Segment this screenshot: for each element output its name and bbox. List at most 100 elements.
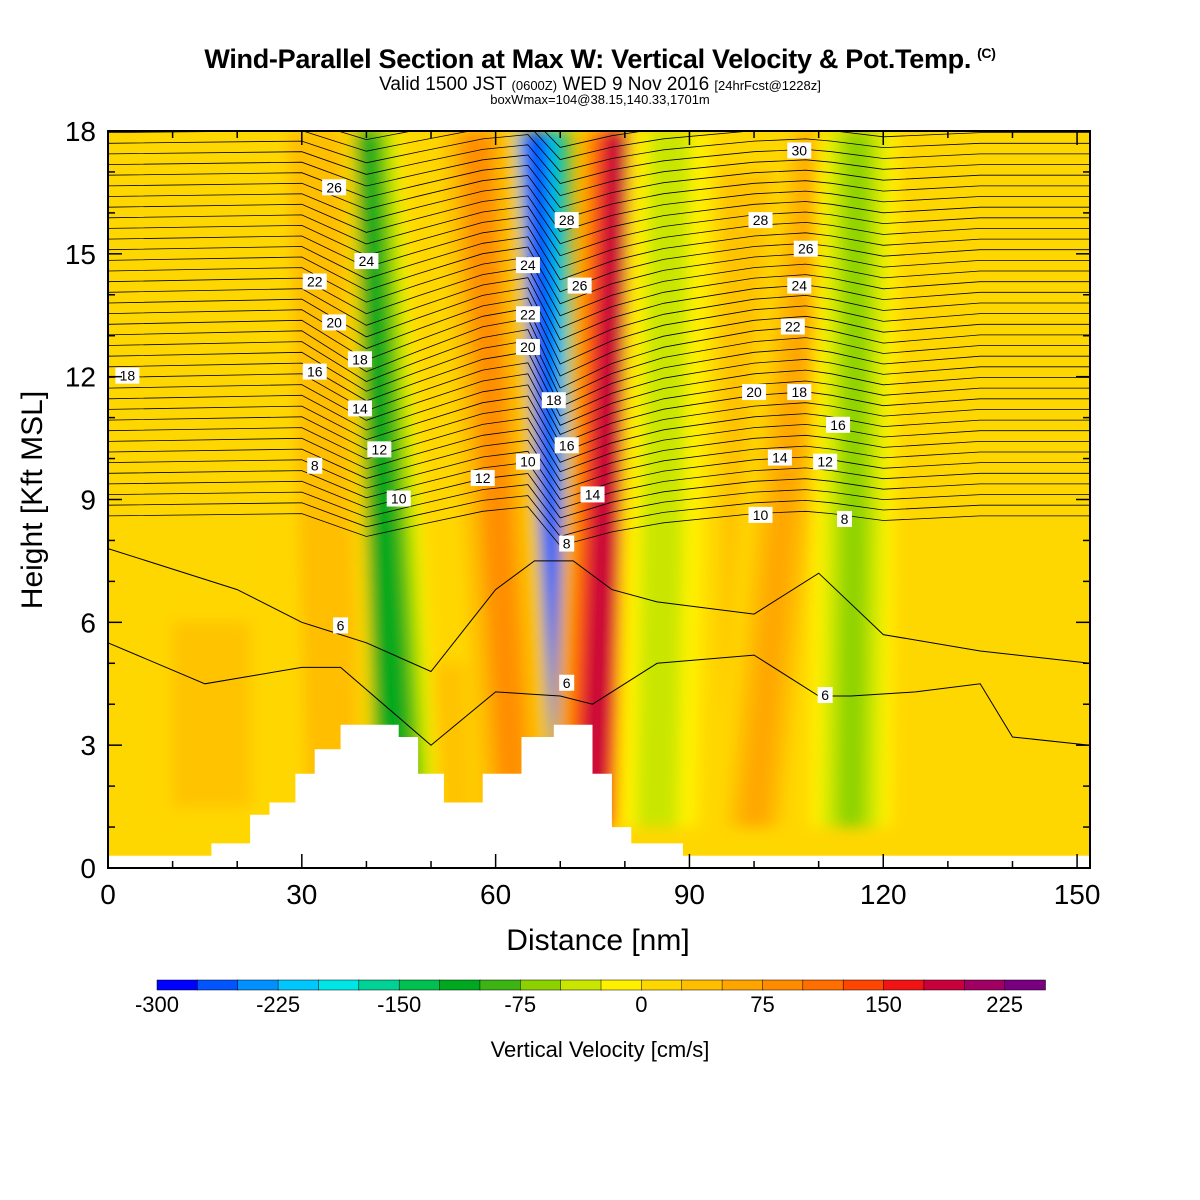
isentrope-label: 28 [554, 212, 579, 229]
isentrope-upper [108, 506, 1090, 547]
isentrope-upper [108, 439, 1090, 491]
velocity-band-3 [434, 131, 558, 828]
velocity-field [108, 131, 1090, 868]
label-text: 16 [830, 417, 846, 433]
label-box [748, 506, 773, 523]
velocity-band-layer [346, 131, 413, 828]
colorbar-swatch [358, 979, 400, 991]
label-text: 14 [352, 400, 368, 416]
valid-time-line: Valid 1500 JST (0600Z) WED 9 Nov 2016 [2… [0, 74, 1200, 96]
label-text: 22 [307, 273, 323, 289]
x-tick-label: 150 [1054, 879, 1101, 910]
x-tick-label: 0 [100, 879, 116, 910]
chart-title-text: Wind-Parallel Section at Max W: Vertical… [204, 44, 972, 74]
isentrope-label: 10 [748, 506, 773, 523]
isentrope-labels: 18 26 24 22 20 18 16 14 12 8 10 28 24 26 22 20 18 16 10 12 1… [115, 142, 852, 704]
isentrope-upper [108, 318, 1090, 389]
label-box [559, 674, 575, 691]
forecast-info: [24hrFcst@1228z] [714, 78, 821, 93]
isentrope-6 [108, 642, 1090, 746]
isentrope-upper [108, 236, 1090, 293]
isentrope-upper [108, 131, 1090, 160]
isentrope-upper [108, 267, 1090, 329]
isentrope-upper [108, 226, 1090, 281]
isentrope-label: 14 [767, 449, 792, 466]
label-text: 22 [785, 319, 801, 335]
isentrope-upper [108, 373, 1090, 436]
terrain-base [108, 863, 1090, 868]
label-text: 6 [563, 675, 571, 691]
isentrope-label: 22 [780, 318, 805, 335]
label-text: 24 [791, 278, 807, 294]
isentrope-upper [108, 395, 1090, 454]
x-tick-label: 90 [674, 879, 705, 910]
chart-title: Wind-Parallel Section at Max W: Vertical… [0, 44, 1200, 75]
label-text: 18 [120, 368, 136, 384]
label-box [515, 257, 540, 274]
colorbar-tick-label: 225 [986, 992, 1023, 1017]
isentrope-label: 26 [793, 240, 818, 257]
label-box [580, 486, 605, 503]
colorbar-tick-label: -150 [377, 992, 421, 1017]
y-tick-label: 0 [80, 853, 96, 884]
isentrope-label: 18 [347, 351, 372, 368]
label-text: 30 [791, 142, 807, 158]
colorbar-swatch [681, 979, 723, 991]
isentrope-label: 10 [386, 490, 411, 507]
label-box [787, 277, 812, 294]
isentrope-upper [108, 340, 1090, 408]
label-text: 24 [359, 253, 375, 269]
colorbar-swatch [560, 979, 602, 991]
label-box [347, 351, 372, 368]
label-box [837, 510, 852, 527]
label-box [780, 318, 805, 335]
colorbar-swatch [802, 979, 844, 991]
label-box [554, 212, 579, 229]
label-box [515, 306, 540, 323]
isentrope-label: 18 [787, 384, 812, 401]
isentrope-label: 30 [787, 142, 812, 159]
isentrope-upper [108, 428, 1090, 482]
label-box [302, 273, 327, 290]
isentrope-upper [108, 154, 1090, 197]
isentrope-upper [108, 215, 1090, 269]
isentrope-label: 14 [347, 400, 372, 417]
velocity-band-layer [837, 131, 871, 828]
isentrope-label: 6 [559, 674, 575, 691]
label-text: 10 [391, 491, 407, 507]
colorbar-swatch [439, 979, 481, 991]
label-box [470, 470, 495, 487]
isentrope-label: 18 [541, 392, 566, 409]
colorbar-swatch [1004, 979, 1046, 991]
label-box [515, 339, 540, 356]
colorbar-label: Vertical Velocity [cm/s] [490, 1037, 710, 1062]
label-box [767, 449, 792, 466]
isentrope-upper [108, 461, 1090, 510]
label-box [554, 437, 579, 454]
colorbar-swatch [156, 979, 199, 991]
isentrope-label: 20 [515, 339, 540, 356]
velocity-band-layer [643, 131, 684, 828]
isentrope-upper [108, 256, 1090, 317]
label-text: 26 [572, 278, 588, 294]
isentrope-upper [108, 287, 1090, 353]
label-text: 12 [475, 470, 491, 486]
label-box [333, 617, 349, 634]
isentrope-lines [108, 131, 1090, 746]
colorbar-swatch [237, 979, 279, 991]
label-box [307, 457, 323, 474]
label-text: 20 [326, 314, 342, 330]
label-text: 28 [559, 212, 575, 228]
terrain [108, 724, 1090, 868]
isentrope-upper [108, 384, 1090, 445]
copyright-mark: (C) [977, 45, 996, 61]
isentrope-label: 28 [748, 212, 773, 229]
colorbar-swatch [883, 979, 925, 991]
colorbar: -300 -225 -150 -75 0 75 150 225 [135, 979, 1046, 1017]
label-box [347, 400, 372, 417]
y-tick-label: 9 [80, 485, 96, 516]
colorbar-swatch [641, 979, 683, 991]
label-text: 14 [585, 486, 601, 502]
colorbar-tick-label: 75 [750, 992, 774, 1017]
